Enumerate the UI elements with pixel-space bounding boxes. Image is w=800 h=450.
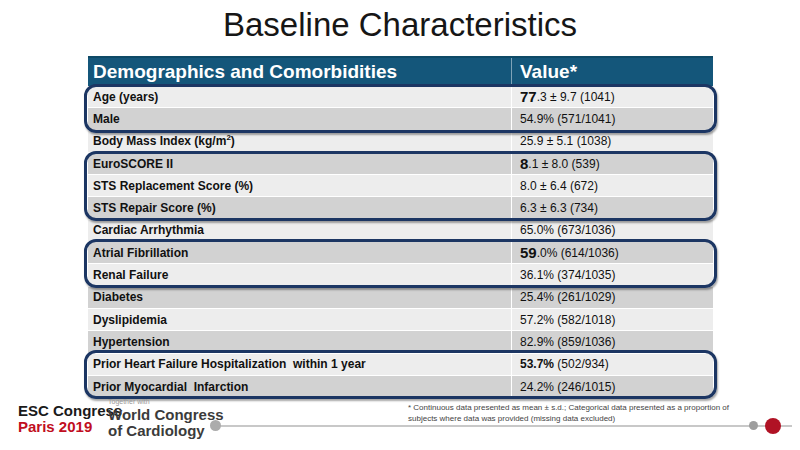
table-row-prior-hf-hospitalization: Prior Heart Failure Hospitalization with…	[88, 354, 713, 376]
value-text: .1 ± 8.0 (539)	[528, 157, 599, 171]
row-label-cell: Atrial Fibrillation	[88, 242, 512, 263]
row-label: Diabetes	[93, 290, 143, 304]
value-emphasis: 53.7%	[520, 357, 554, 371]
value-text: 57.2% (582/1018)	[520, 313, 615, 327]
table-row-cardiac-arrhythmia: Cardiac Arrhythmia 65.0% (673/1036)	[88, 220, 713, 242]
esc-congress-logo-line2: Paris 2019	[18, 419, 122, 435]
timeline-line	[214, 425, 792, 427]
column-header-value: Value*	[512, 61, 713, 83]
row-value-cell: 77.3 ± 9.7 (1041)	[512, 86, 713, 107]
row-label: Prior Myocardial Infarction	[93, 380, 248, 394]
row-label-cell: Male	[88, 108, 512, 129]
row-label-cell: Body Mass Index (kg/m2)	[88, 131, 512, 152]
row-value-cell: 8.1 ± 8.0 (539)	[512, 153, 713, 174]
row-label-cell: Diabetes	[88, 287, 512, 308]
row-label-cell: Hypertension	[88, 331, 512, 352]
row-label: STS Replacement Score (%)	[93, 179, 253, 193]
row-label: Prior Heart Failure Hospitalization with…	[93, 357, 366, 371]
table-row-renal-failure: Renal Failure 36.1% (374/1035)	[88, 264, 713, 286]
value-text: (502/934)	[554, 357, 609, 371]
value-text: 36.1% (374/1035)	[520, 268, 615, 282]
value-text: 25.9 ± 5.1 (1038)	[520, 134, 611, 148]
value-text: 25.4% (261/1029)	[520, 290, 615, 304]
table-row-diabetes: Diabetes 25.4% (261/1029)	[88, 287, 713, 309]
row-value-cell: 65.0% (673/1036)	[512, 220, 713, 241]
row-label-cell: STS Replacement Score (%)	[88, 175, 512, 196]
table-row-hypertension: Hypertension 82.9% (859/1036)	[88, 331, 713, 353]
row-value-cell: 82.9% (859/1036)	[512, 331, 713, 352]
timeline-red-dot-icon	[765, 418, 781, 434]
table-row-sts-replacement-score: STS Replacement Score (%) 8.0 ± 6.4 (672…	[88, 175, 713, 197]
row-value-cell: 57.2% (582/1018)	[512, 309, 713, 330]
row-value-cell: 25.4% (261/1029)	[512, 287, 713, 308]
value-text: 54.9% (571/1041)	[520, 112, 615, 126]
page-title: Baseline Characteristics	[0, 6, 800, 44]
value-text: 24.2% (246/1015)	[520, 380, 615, 394]
table-row-male: Male 54.9% (571/1041)	[88, 108, 713, 130]
table-header-row: Demographics and Comorbidities Value*	[88, 56, 713, 86]
row-label: Cardiac Arrhythmia	[93, 223, 204, 237]
row-value-cell: 53.7% (502/934)	[512, 354, 713, 375]
value-emphasis: 8	[520, 155, 528, 172]
row-label: STS Repair Score (%)	[93, 201, 216, 215]
row-label: Male	[93, 112, 120, 126]
row-label-cell: Age (years)	[88, 86, 512, 107]
row-value-cell: 25.9 ± 5.1 (1038)	[512, 131, 713, 152]
table-row-euroscore-ii: EuroSCORE II 8.1 ± 8.0 (539)	[88, 153, 713, 175]
row-value-cell: 59.0% (614/1036)	[512, 242, 713, 263]
row-label-cell: EuroSCORE II	[88, 153, 512, 174]
row-value-cell: 54.9% (571/1041)	[512, 108, 713, 129]
world-congress-cardiology-logo: World Congress of Cardiology	[108, 407, 224, 439]
row-label: Renal Failure	[93, 268, 168, 282]
row-label: EuroSCORE II	[93, 157, 173, 171]
table-row-atrial-fibrillation: Atrial Fibrillation 59.0% (614/1036)	[88, 242, 713, 264]
column-header-demographics: Demographics and Comorbidities	[88, 58, 512, 86]
table-row-body-mass-index: Body Mass Index (kg/m2) 25.9 ± 5.1 (1038…	[88, 131, 713, 153]
together-with-label: Together with	[108, 398, 150, 405]
slide: Baseline Characteristics Demographics an…	[0, 0, 800, 450]
esc-congress-logo: ESC Congress Paris 2019	[18, 403, 122, 435]
row-label: Body Mass Index (kg/m	[93, 134, 226, 148]
wcc-logo-line2: of Cardiology	[108, 423, 224, 439]
row-value-cell: 36.1% (374/1035)	[512, 264, 713, 285]
row-value-cell: 24.2% (246/1015)	[512, 376, 713, 397]
value-text: .3 ± 9.7 (1041)	[537, 90, 615, 104]
value-text: 8.0 ± 6.4 (672)	[520, 179, 598, 193]
row-label: Age (years)	[93, 90, 158, 104]
row-label-suffix: )	[231, 134, 235, 148]
row-label-cell: Prior Myocardial Infarction	[88, 376, 512, 397]
wcc-logo-line1: World Congress	[108, 407, 224, 423]
timeline-dot-left-icon	[210, 420, 221, 431]
row-label-cell: Cardiac Arrhythmia	[88, 220, 512, 241]
table-row-sts-repair-score: STS Repair Score (%) 6.3 ± 6.3 (734)	[88, 197, 713, 219]
baseline-characteristics-table: Demographics and Comorbidities Value* Ag…	[88, 56, 713, 398]
row-value-cell: 8.0 ± 6.4 (672)	[512, 175, 713, 196]
value-text: 6.3 ± 6.3 (734)	[520, 201, 598, 215]
esc-congress-logo-line1: ESC Congress	[18, 403, 122, 419]
footnote: * Continuous data presented as mean ± s.…	[408, 402, 760, 424]
row-label-cell: STS Repair Score (%)	[88, 197, 512, 218]
table-row-prior-myocardial-infarction: Prior Myocardial Infarction 24.2% (246/1…	[88, 376, 713, 398]
value-emphasis: 59	[520, 244, 537, 261]
value-text: 82.9% (859/1036)	[520, 335, 615, 349]
row-label-cell: Renal Failure	[88, 264, 512, 285]
timeline-dot-right-icon	[749, 421, 758, 430]
value-text: 65.0% (673/1036)	[520, 223, 615, 237]
row-value-cell: 6.3 ± 6.3 (734)	[512, 197, 713, 218]
row-label-cell: Prior Heart Failure Hospitalization with…	[88, 354, 512, 375]
row-label: Dyslipidemia	[93, 313, 167, 327]
value-text: .0% (614/1036)	[537, 246, 619, 260]
row-label: Hypertension	[93, 335, 170, 349]
row-label: Atrial Fibrillation	[93, 246, 188, 260]
row-label-cell: Dyslipidemia	[88, 309, 512, 330]
table-row-age: Age (years) 77.3 ± 9.7 (1041)	[88, 86, 713, 108]
value-emphasis: 77	[520, 88, 537, 105]
table-row-dyslipidemia: Dyslipidemia 57.2% (582/1018)	[88, 309, 713, 331]
